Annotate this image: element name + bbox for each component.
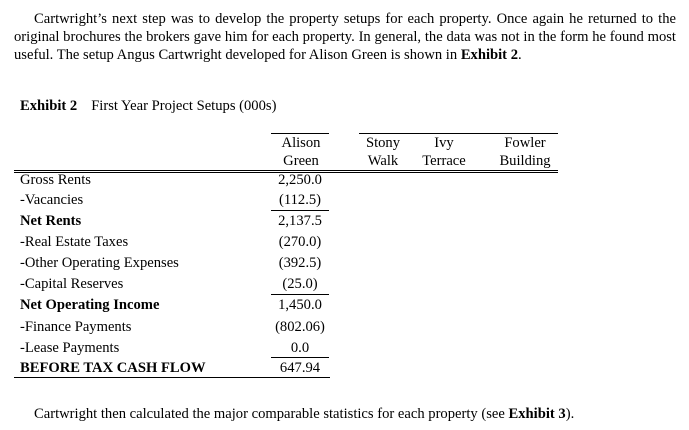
- outro-text: Cartwright then calculated the major com…: [34, 406, 509, 422]
- exhibit-number: Exhibit 2: [20, 98, 78, 114]
- column-header-line1: Alison: [281, 135, 321, 151]
- intro-text: Cartwright’s next step was to develop th…: [14, 11, 676, 63]
- row-label-lease-payments: -Lease Payments: [20, 340, 120, 356]
- header-bottom-rule: [14, 170, 558, 171]
- row-label-vacancies: -Vacancies: [20, 192, 84, 208]
- subtotal-rule: [271, 294, 329, 295]
- row-value-net-rents: 2,137.5: [278, 213, 322, 229]
- row-value-vacancies: (112.5): [278, 192, 321, 208]
- row-value-lease-payments: 0.0: [290, 340, 310, 356]
- row-value-real-estate-taxes: (270.0): [278, 234, 322, 250]
- column-header-line2: Terrace: [422, 153, 466, 169]
- header-bottom-double-rule: [14, 172, 558, 173]
- column-header-line2: Building: [499, 153, 551, 169]
- row-value-capital-reserves: (25.0): [282, 276, 318, 292]
- column-header-stony-walk: Stony Walk: [359, 134, 407, 170]
- column-header-line1: Ivy: [434, 135, 454, 151]
- column-header-line1: Stony: [365, 135, 401, 151]
- row-value-finance-payments: (802.06): [275, 319, 325, 335]
- row-label-other-operating-expenses: -Other Operating Expenses: [20, 255, 179, 271]
- row-label-net-operating-income: Net Operating Income: [20, 297, 160, 313]
- row-value-gross-rents: 2,250.0: [278, 172, 322, 188]
- row-label-real-estate-taxes: -Real Estate Taxes: [20, 234, 129, 250]
- row-label-capital-reserves: -Capital Reserves: [20, 276, 124, 292]
- subtotal-rule: [271, 357, 329, 358]
- row-label-before-tax-cash-flow: BEFORE TAX CASH FLOW: [20, 360, 206, 376]
- row-value-other-operating-expenses: (392.5): [278, 255, 322, 271]
- row-label-net-rents: Net Rents: [20, 213, 82, 229]
- table-bottom-rule: [14, 377, 330, 378]
- header-top-rule-others: [359, 133, 558, 134]
- column-header-line2: Walk: [367, 153, 399, 169]
- intro-end: .: [518, 47, 522, 63]
- intro-exhibit-ref: Exhibit 2: [460, 47, 518, 63]
- outro-paragraph: Cartwright then calculated the major com…: [34, 405, 674, 423]
- row-label-gross-rents: Gross Rents: [20, 172, 91, 188]
- row-value-net-operating-income: 1,450.0: [278, 297, 322, 313]
- header-top-rule-alison: [271, 133, 329, 134]
- column-header-fowler-building: Fowler Building: [492, 134, 558, 170]
- row-label-finance-payments: -Finance Payments: [20, 319, 132, 335]
- exhibit-title: Exhibit 2 First Year Project Setups (000s…: [20, 97, 276, 115]
- outro-end: ).: [565, 406, 575, 422]
- exhibit-caption: First Year Project Setups (000s): [91, 98, 277, 114]
- outro-exhibit-ref: Exhibit 3: [508, 406, 566, 422]
- row-value-before-tax-cash-flow: 647.94: [279, 360, 321, 376]
- column-header-alison-green: Alison Green: [275, 134, 327, 170]
- subtotal-rule: [271, 210, 329, 211]
- column-header-ivy-terrace: Ivy Terrace: [413, 134, 475, 170]
- column-header-line2: Green: [283, 153, 319, 169]
- intro-paragraph: Cartwright’s next step was to develop th…: [14, 10, 676, 64]
- column-header-line1: Fowler: [504, 135, 546, 151]
